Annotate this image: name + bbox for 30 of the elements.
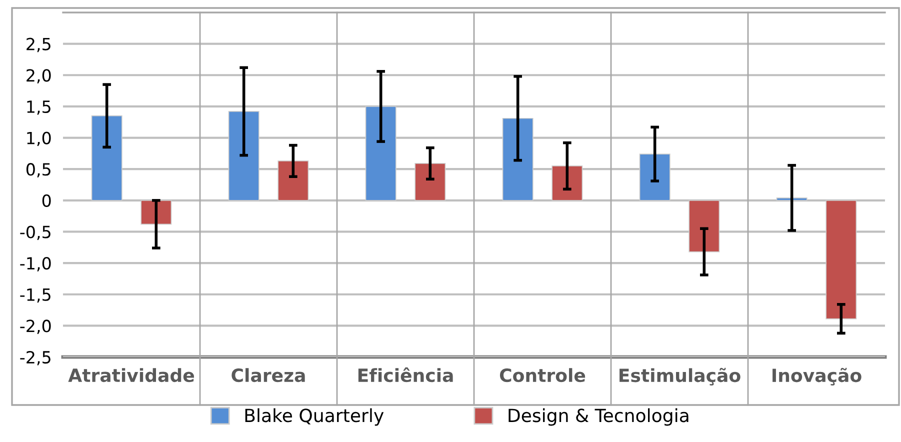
bar [552,166,583,201]
x-tick-label: Atratividade [68,368,194,382]
y-tick-label: 2,5 [26,38,50,52]
x-tick-label: Inovação [772,368,862,386]
y-tick-label: -1,0 [20,257,51,272]
y-tick-label: 1,0 [27,132,51,146]
bar [639,154,670,201]
y-tick-label: -1,5 [20,288,50,303]
bar [776,197,808,201]
y-tick-label: -0,5 [20,226,50,240]
bar [414,163,446,201]
x-tick-label: Eficiência [358,367,453,382]
legend-label: Blake Quarterly [245,408,384,426]
x-tick-label: Controle [500,368,586,382]
y-tick-label: -2,0 [20,320,51,334]
bar [228,111,260,201]
bar [91,115,122,201]
legend-label: Design & Tecnologia [508,408,688,426]
y-tick-label: 1,5 [27,100,50,115]
bar [826,200,857,320]
y-tick-label: 0 [42,194,51,207]
y-tick-label: 2,0 [26,69,51,84]
y-tick-label: -2,5 [20,350,50,366]
bar [688,200,720,252]
bar [502,118,534,201]
y-tick-label: 0,5 [26,163,50,178]
x-tick-label: Clareza [232,368,305,382]
bar [278,160,309,201]
x-tick-label: Estimulação [620,368,740,386]
bar [365,106,396,201]
